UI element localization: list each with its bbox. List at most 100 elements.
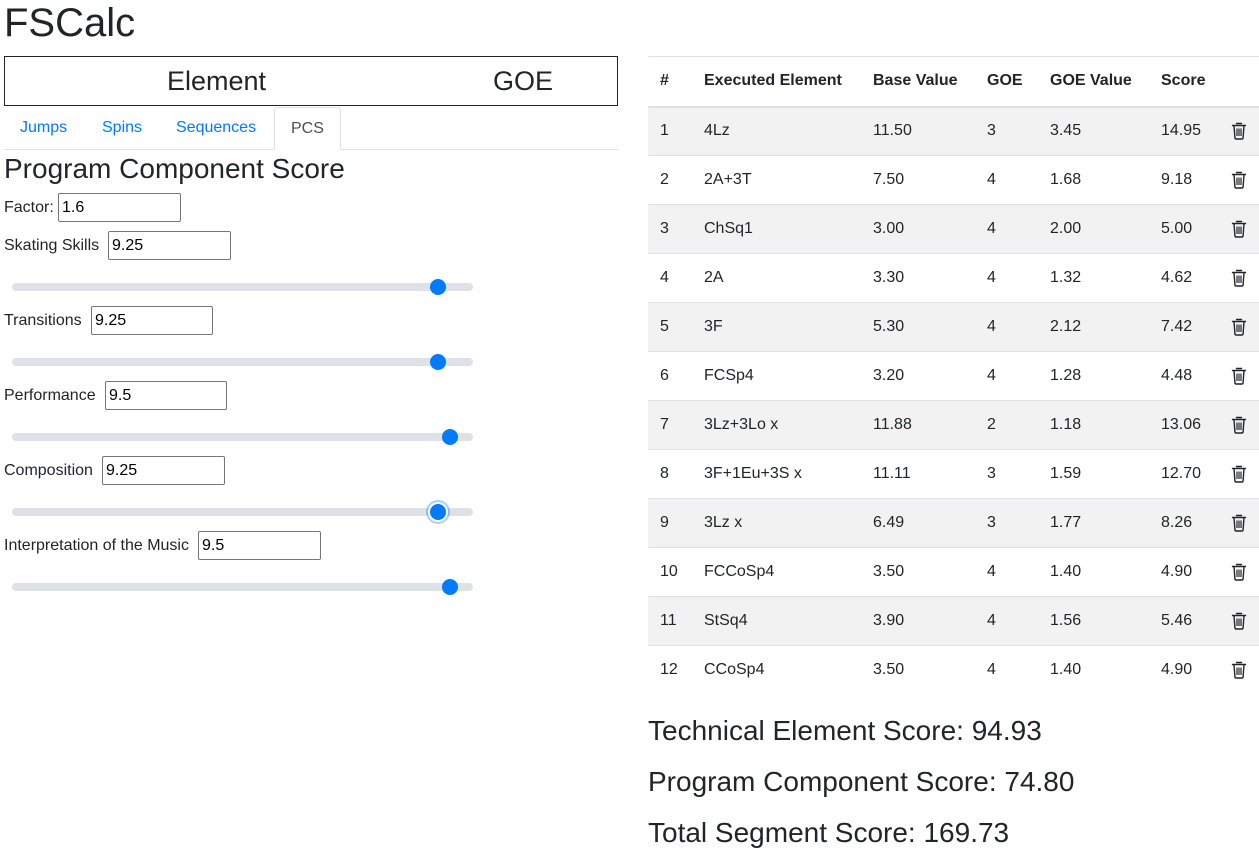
trash-icon[interactable] <box>1231 122 1247 140</box>
cell-element: 3Lz x <box>692 498 861 548</box>
delete-cell <box>1219 400 1259 450</box>
cell-base-value: 11.88 <box>861 400 975 450</box>
cell-base-value: 3.50 <box>861 547 975 597</box>
cell-number: 10 <box>648 547 692 597</box>
cell-element: FCCoSp4 <box>692 547 861 597</box>
cell-base-value: 3.90 <box>861 596 975 646</box>
header-base-value: Base Value <box>861 56 975 108</box>
cell-score: 4.62 <box>1149 253 1219 303</box>
executed-elements-table: # Executed Element Base Value GOE GOE Va… <box>648 56 1259 695</box>
interpretation-slider[interactable] <box>12 579 473 595</box>
tab-jumps[interactable]: Jumps <box>20 119 68 136</box>
tab-sequences[interactable]: Sequences <box>176 119 257 136</box>
cell-base-value: 11.11 <box>861 449 975 499</box>
cell-goe: 3 <box>975 498 1038 548</box>
interpretation-label: Interpretation of the Music <box>4 537 189 554</box>
element-type-tabs: Jumps Spins Sequences PCS <box>4 107 618 150</box>
trash-icon[interactable] <box>1231 220 1247 238</box>
cell-element: 2A+3T <box>692 155 861 205</box>
cell-base-value: 7.50 <box>861 155 975 205</box>
transitions-input[interactable] <box>91 306 213 335</box>
cell-goe: 4 <box>975 645 1038 695</box>
cell-element: FCSp4 <box>692 351 861 401</box>
cell-goe: 4 <box>975 204 1038 254</box>
technical-element-score: Technical Element Score: 94.93 <box>648 715 1042 746</box>
cell-number: 3 <box>648 204 692 254</box>
transitions-label: Transitions <box>4 312 82 329</box>
delete-cell <box>1219 498 1259 548</box>
cell-element: 3F+1Eu+3S x <box>692 449 861 499</box>
trash-icon[interactable] <box>1231 563 1247 581</box>
slider-thumb[interactable] <box>441 579 458 595</box>
delete-cell <box>1219 645 1259 695</box>
element-label: Element <box>167 66 267 96</box>
cell-base-value: 3.20 <box>861 351 975 401</box>
cell-score: 5.46 <box>1149 596 1219 646</box>
composition-input[interactable] <box>102 456 225 485</box>
cell-number: 4 <box>648 253 692 303</box>
cell-score: 13.06 <box>1149 400 1219 450</box>
trash-icon[interactable] <box>1231 367 1247 385</box>
table-row: 9 3Lz x 6.49 3 1.77 8.26 <box>648 498 1259 548</box>
trash-icon[interactable] <box>1231 416 1247 434</box>
cell-goe-value: 1.18 <box>1038 400 1149 450</box>
element-goe-display: Element GOE <box>4 56 618 106</box>
cell-number: 1 <box>648 106 692 156</box>
slider-thumb[interactable] <box>441 429 458 445</box>
table-row: 1 4Lz 11.50 3 3.45 14.95 <box>648 106 1259 156</box>
tab-spins[interactable]: Spins <box>102 119 143 136</box>
cell-goe-value: 2.12 <box>1038 302 1149 352</box>
performance-label: Performance <box>4 387 96 404</box>
trash-icon[interactable] <box>1231 318 1247 336</box>
slider-thumb[interactable] <box>430 504 447 520</box>
slider-thumb[interactable] <box>430 354 447 370</box>
cell-number: 6 <box>648 351 692 401</box>
factor-input[interactable] <box>58 193 181 222</box>
trash-icon[interactable] <box>1231 514 1247 532</box>
trash-icon[interactable] <box>1231 171 1247 189</box>
table-row: 2 2A+3T 7.50 4 1.68 9.18 <box>648 155 1259 205</box>
delete-cell <box>1219 253 1259 303</box>
skating-skills-input[interactable] <box>108 231 231 260</box>
cell-element: 2A <box>692 253 861 303</box>
cell-goe: 4 <box>975 302 1038 352</box>
program-component-score: Program Component Score: 74.80 <box>648 766 1075 797</box>
performance-slider[interactable] <box>12 429 473 445</box>
cell-base-value: 3.50 <box>861 645 975 695</box>
table-header-row: # Executed Element Base Value GOE GOE Va… <box>648 56 1259 108</box>
cell-goe: 4 <box>975 155 1038 205</box>
header-number: # <box>648 56 692 108</box>
header-actions <box>1219 56 1259 108</box>
header-goe: GOE <box>975 56 1038 108</box>
cell-goe: 2 <box>975 400 1038 450</box>
cell-goe: 4 <box>975 351 1038 401</box>
skating-skills-slider[interactable] <box>12 279 473 295</box>
cell-base-value: 6.49 <box>861 498 975 548</box>
trash-icon[interactable] <box>1231 465 1247 483</box>
cell-element: StSq4 <box>692 596 861 646</box>
composition-label: Composition <box>4 462 93 479</box>
table-row: 3 ChSq1 3.00 4 2.00 5.00 <box>648 204 1259 254</box>
delete-cell <box>1219 155 1259 205</box>
cell-number: 9 <box>648 498 692 548</box>
cell-goe-value: 1.32 <box>1038 253 1149 303</box>
trash-icon[interactable] <box>1231 661 1247 679</box>
interpretation-input[interactable] <box>198 531 321 560</box>
cell-goe-value: 1.77 <box>1038 498 1149 548</box>
trash-icon[interactable] <box>1231 612 1247 630</box>
cell-goe: 4 <box>975 547 1038 597</box>
pcs-heading: Program Component Score <box>4 153 345 184</box>
header-goe-value: GOE Value <box>1038 56 1149 108</box>
trash-icon[interactable] <box>1231 269 1247 287</box>
table-row: 12 CCoSp4 3.50 4 1.40 4.90 <box>648 645 1259 695</box>
cell-element: 3F <box>692 302 861 352</box>
transitions-slider[interactable] <box>12 354 473 370</box>
cell-goe: 3 <box>975 106 1038 156</box>
cell-number: 5 <box>648 302 692 352</box>
composition-slider[interactable] <box>12 504 473 520</box>
cell-score: 4.48 <box>1149 351 1219 401</box>
performance-input[interactable] <box>105 381 227 410</box>
slider-thumb[interactable] <box>430 279 447 295</box>
tab-pcs[interactable]: PCS <box>274 107 341 150</box>
cell-goe-value: 1.28 <box>1038 351 1149 401</box>
